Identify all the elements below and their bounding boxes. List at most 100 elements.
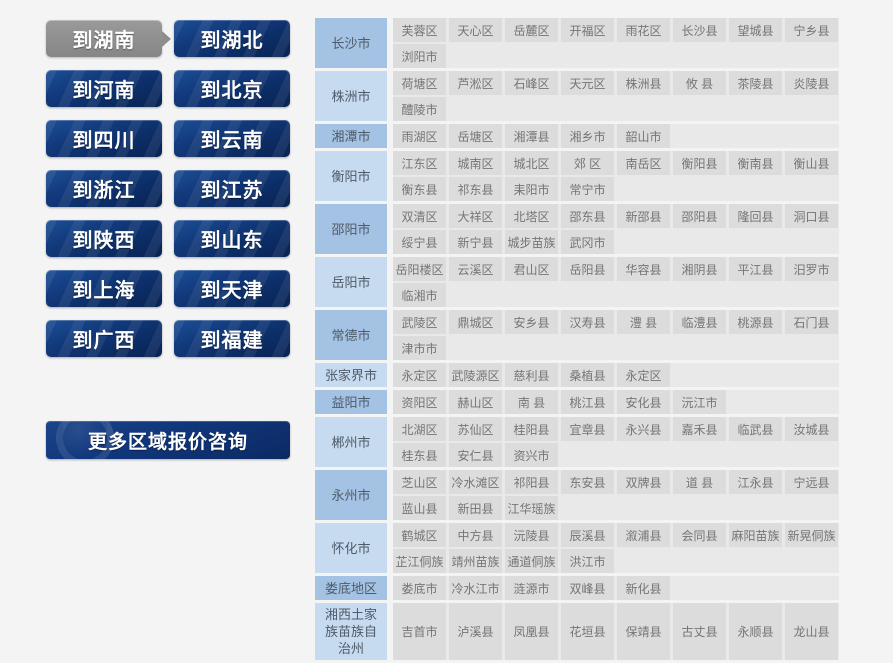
district-cell[interactable]: 天心区 — [449, 18, 502, 42]
district-cell[interactable]: 石门县 — [785, 310, 838, 334]
district-cell[interactable]: 麻阳苗族 — [729, 523, 782, 547]
district-cell[interactable]: 炎陵县 — [785, 71, 838, 95]
district-cell[interactable]: 沅江市 — [673, 390, 726, 414]
district-cell[interactable]: 邵东县 — [561, 204, 614, 228]
district-cell[interactable]: 衡阳县 — [673, 151, 726, 175]
district-cell[interactable]: 耒阳市 — [505, 177, 558, 201]
district-cell[interactable]: 古丈县 — [673, 603, 726, 660]
district-cell[interactable]: 资兴市 — [505, 443, 558, 467]
district-cell[interactable]: 保靖县 — [617, 603, 670, 660]
district-cell[interactable]: 冷水滩区 — [449, 470, 502, 494]
district-cell[interactable]: 资阳区 — [393, 390, 446, 414]
district-cell[interactable]: 苏仙区 — [449, 417, 502, 441]
district-cell[interactable]: 通道侗族 — [505, 549, 558, 573]
district-cell[interactable]: 岳阳楼区 — [393, 257, 446, 281]
district-cell[interactable]: 新田县 — [449, 496, 502, 520]
district-cell[interactable]: 芝山区 — [393, 470, 446, 494]
district-cell[interactable]: 茶陵县 — [729, 71, 782, 95]
region-button[interactable]: 到河南 — [46, 70, 162, 107]
district-cell[interactable]: 凤凰县 — [505, 603, 558, 660]
district-cell[interactable]: 邵阳县 — [673, 204, 726, 228]
district-cell[interactable]: 湘潭县 — [505, 124, 558, 148]
district-cell[interactable]: 韶山市 — [617, 124, 670, 148]
district-cell[interactable]: 江永县 — [729, 470, 782, 494]
district-cell[interactable]: 津市市 — [393, 336, 446, 360]
district-cell[interactable]: 娄底市 — [393, 576, 446, 600]
district-cell[interactable]: 赫山区 — [449, 390, 502, 414]
district-cell[interactable]: 大祥区 — [449, 204, 502, 228]
district-cell[interactable]: 新晃侗族 — [785, 523, 838, 547]
district-cell[interactable]: 芦淞区 — [449, 71, 502, 95]
district-cell[interactable]: 绥宁县 — [393, 230, 446, 254]
district-cell[interactable]: 江华瑶族 — [505, 496, 558, 520]
region-button[interactable]: 到湖南 — [46, 20, 171, 57]
region-button[interactable]: 到上海 — [46, 270, 162, 307]
district-cell[interactable]: 浏阳市 — [393, 44, 446, 68]
district-cell[interactable]: 衡南县 — [729, 151, 782, 175]
district-cell[interactable]: 桂东县 — [393, 443, 446, 467]
district-cell[interactable]: 攸 县 — [673, 71, 726, 95]
district-cell[interactable]: 洪江市 — [561, 549, 614, 573]
district-cell[interactable]: 云溪区 — [449, 257, 502, 281]
district-cell[interactable]: 常宁市 — [561, 177, 614, 201]
district-cell[interactable]: 靖州苗族 — [449, 549, 502, 573]
district-cell[interactable]: 新宁县 — [449, 230, 502, 254]
region-button[interactable]: 到北京 — [174, 70, 290, 107]
district-cell[interactable]: 湘阴县 — [673, 257, 726, 281]
district-cell[interactable]: 澧 县 — [617, 310, 670, 334]
region-button[interactable]: 到福建 — [174, 320, 290, 357]
district-cell[interactable]: 华容县 — [617, 257, 670, 281]
district-cell[interactable]: 安仁县 — [449, 443, 502, 467]
district-cell[interactable]: 岳阳县 — [561, 257, 614, 281]
district-cell[interactable]: 岳塘区 — [449, 124, 502, 148]
district-cell[interactable]: 龙山县 — [785, 603, 838, 660]
district-cell[interactable]: 桃源县 — [729, 310, 782, 334]
district-cell[interactable]: 永兴县 — [617, 417, 670, 441]
district-cell[interactable]: 中方县 — [449, 523, 502, 547]
district-cell[interactable]: 石峰区 — [505, 71, 558, 95]
district-cell[interactable]: 蓝山县 — [393, 496, 446, 520]
district-cell[interactable]: 桃江县 — [561, 390, 614, 414]
district-cell[interactable]: 涟源市 — [505, 576, 558, 600]
district-cell[interactable]: 衡山县 — [785, 151, 838, 175]
district-cell[interactable]: 永定区 — [617, 363, 670, 387]
district-cell[interactable]: 新化县 — [617, 576, 670, 600]
district-cell[interactable]: 湘乡市 — [561, 124, 614, 148]
district-cell[interactable]: 会同县 — [673, 523, 726, 547]
district-cell[interactable]: 南 县 — [505, 390, 558, 414]
district-cell[interactable]: 荷塘区 — [393, 71, 446, 95]
district-cell[interactable]: 望城县 — [729, 18, 782, 42]
region-button[interactable]: 到陕西 — [46, 220, 162, 257]
district-cell[interactable]: 芙蓉区 — [393, 18, 446, 42]
district-cell[interactable]: 郊 区 — [561, 151, 614, 175]
region-button[interactable]: 到天津 — [174, 270, 290, 307]
region-button[interactable]: 到云南 — [174, 120, 290, 157]
district-cell[interactable]: 泸溪县 — [449, 603, 502, 660]
district-cell[interactable]: 洞口县 — [785, 204, 838, 228]
district-cell[interactable]: 城北区 — [505, 151, 558, 175]
district-cell[interactable]: 永定区 — [393, 363, 446, 387]
district-cell[interactable]: 北塔区 — [505, 204, 558, 228]
district-cell[interactable]: 溆浦县 — [617, 523, 670, 547]
more-regions-button[interactable]: 更多区域报价咨询 — [46, 421, 290, 459]
district-cell[interactable]: 安乡县 — [505, 310, 558, 334]
district-cell[interactable]: 辰溪县 — [561, 523, 614, 547]
district-cell[interactable]: 临武县 — [729, 417, 782, 441]
district-cell[interactable]: 鼎城区 — [449, 310, 502, 334]
district-cell[interactable]: 双牌县 — [617, 470, 670, 494]
district-cell[interactable]: 武陵区 — [393, 310, 446, 334]
district-cell[interactable]: 汝城县 — [785, 417, 838, 441]
district-cell[interactable]: 花垣县 — [561, 603, 614, 660]
district-cell[interactable]: 雨花区 — [617, 18, 670, 42]
district-cell[interactable]: 隆回县 — [729, 204, 782, 228]
district-cell[interactable]: 醴陵市 — [393, 97, 446, 121]
district-cell[interactable]: 平江县 — [729, 257, 782, 281]
region-button[interactable]: 到广西 — [46, 320, 162, 357]
district-cell[interactable]: 株洲县 — [617, 71, 670, 95]
district-cell[interactable]: 鹤城区 — [393, 523, 446, 547]
district-cell[interactable]: 东安县 — [561, 470, 614, 494]
district-cell[interactable]: 双清区 — [393, 204, 446, 228]
district-cell[interactable]: 芷江侗族 — [393, 549, 446, 573]
district-cell[interactable]: 衡东县 — [393, 177, 446, 201]
district-cell[interactable]: 吉首市 — [393, 603, 446, 660]
